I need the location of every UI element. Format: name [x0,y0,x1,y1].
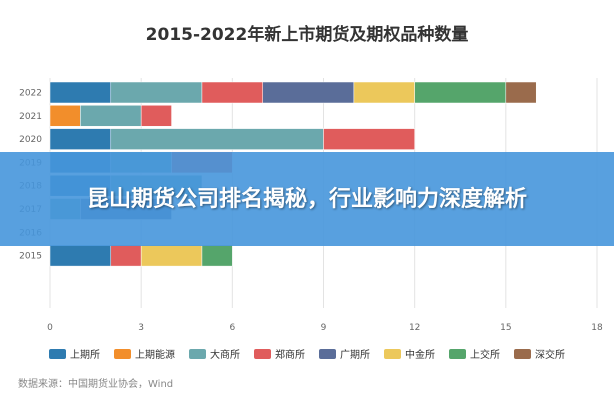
bar-segment [414,81,507,104]
bar-segment [140,244,203,267]
bar-segment [201,81,263,104]
bar-segment [110,81,203,104]
legend-item: 中金所 [384,346,435,361]
legend-swatch [254,348,271,359]
legend-swatch [114,348,131,359]
y-tick-label: 2022 [19,89,42,99]
x-tick-label: 15 [500,323,511,333]
legend-swatch [384,348,401,359]
legend-item: 郑商所 [254,346,305,361]
x-tick-label: 6 [229,323,235,333]
chart-title: 2015-2022年新上市期货及期权品种数量 [145,25,469,45]
y-tick-label: 2021 [19,112,42,122]
x-tick-label: 12 [409,323,420,333]
legend-item: 上交所 [449,346,500,361]
legend-swatch [514,348,531,359]
bar-segment [49,81,112,104]
legend-label: 深交所 [535,350,565,361]
x-tick-labels: 0 3 6 9 12 15 18 [47,323,603,333]
legend-item: 大商所 [189,346,240,361]
headline-text: 昆山期货公司排名揭秘，行业影响力深度解析 [86,186,527,212]
bar-segment [505,81,537,104]
legend-item: 广期所 [319,346,370,361]
source-note: 数据来源：中国期货业协会，Wind [18,379,174,390]
bar-segment [49,128,112,150]
legend-label: 中金所 [405,350,435,361]
legend-label: 上期所 [70,350,100,361]
y-tick-label: 2020 [19,135,42,145]
legend-swatch [449,348,466,359]
x-tick-label: 3 [138,323,144,333]
legend-swatch [319,348,336,359]
legend-swatch [189,348,206,359]
y-tick-label: 2015 [19,252,42,262]
bar-segment [262,81,355,104]
legend-label: 大商所 [210,350,240,361]
bar-segment [353,81,415,104]
bar-segment [323,128,415,150]
legend-label: 上期能源 [135,350,175,361]
legend-item: 深交所 [514,346,565,361]
bar-segment [49,105,81,127]
legend-label: 郑商所 [275,350,305,361]
headline-banner: 昆山期货公司排名揭秘，行业影响力深度解析 [0,152,614,246]
legend-label: 广期所 [340,350,370,361]
x-tick-label: 18 [591,323,603,333]
bar-segment [110,128,324,150]
legend-item: 上期能源 [114,346,175,361]
bar-segment [110,244,142,267]
legend-item: 上期所 [49,346,100,361]
x-tick-label: 0 [47,323,53,333]
bar-segment [140,105,172,127]
legend-swatch [49,348,66,359]
legend: 上期所 上期能源 大商所 郑商所 广期所 中金所 上交所 深交所 [0,346,614,361]
x-tick-label: 9 [321,323,327,333]
legend-label: 上交所 [470,350,500,361]
bar-segment [201,244,233,267]
bar-segment [80,105,142,127]
bar-segment [49,244,112,267]
